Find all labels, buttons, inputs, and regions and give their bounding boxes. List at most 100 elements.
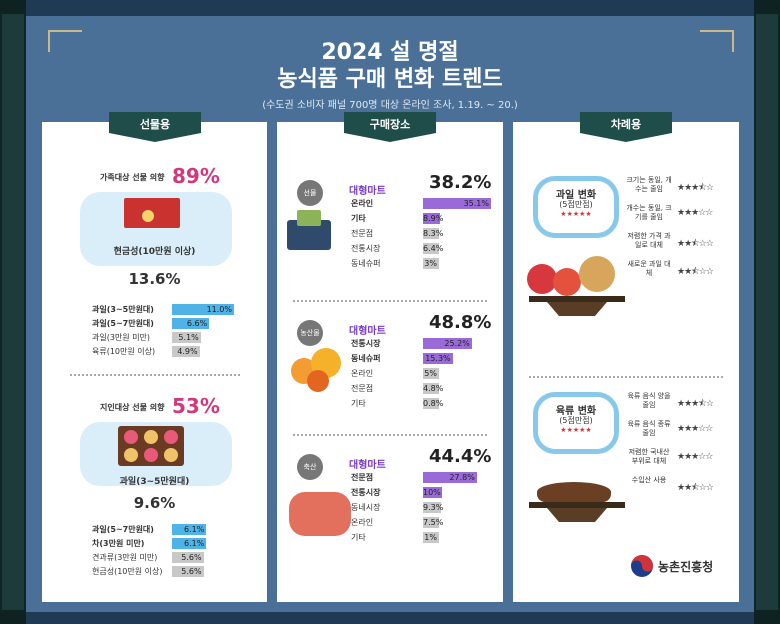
tag-badge [297, 320, 323, 346]
corner-ornament-left [48, 30, 82, 52]
top-place-label: 대형마트 [349, 186, 386, 197]
page-subtitle: (수도권 소비자 패널 700명 대상 온라인 조사, 1.19. ~ 20.) [262, 100, 518, 111]
bar-value: 10% [423, 488, 441, 497]
bar-label: 전통시장 [351, 339, 381, 348]
logo: 농촌진흥청 [630, 554, 740, 578]
bar [423, 368, 439, 379]
braised-meat-icon [537, 482, 611, 502]
bar [423, 228, 440, 239]
highlight-label: 과일(3~5만원대) [119, 477, 190, 487]
bar-value: 1% [424, 533, 437, 542]
bar [423, 213, 441, 224]
bar [172, 524, 207, 535]
bar-value: 5.6% [181, 553, 202, 562]
bar-label: 과일(5~7만원대) [92, 525, 154, 534]
bar [423, 398, 439, 409]
corner-ornament-right [700, 30, 734, 52]
bar-value: 6.1% [184, 525, 205, 534]
panel-ancestral-rite: 과일 변화 (5점만점) ★★★★★ 크기는 동일, 개수는 줄임 ★★★⯪☆ 개수는 동… [513, 122, 739, 602]
logo-text: 농촌진흥청 [658, 560, 714, 574]
section-divider [293, 300, 487, 302]
rating-label: 저렴한 가격 과일로 대체 [627, 232, 671, 249]
fruit-icon [124, 448, 138, 462]
top-place-value: 44.4% [429, 446, 492, 467]
section-divider [529, 376, 723, 378]
bar-value: 5.1% [178, 333, 199, 342]
rating-stars: ★★⯪☆☆ [677, 239, 714, 249]
rating-label: 개수는 동일, 크기를 줄임 [626, 204, 672, 221]
bar-value: 8.9% [423, 214, 444, 223]
header: 2024 설 명절 농식품 구매 변화 트렌드 (수도권 소비자 패널 700명… [26, 16, 754, 112]
bar [172, 318, 210, 329]
envelope-seal-icon [142, 210, 154, 222]
bar-value: 3% [424, 259, 437, 268]
group-stars: ★★★★★ [560, 210, 592, 218]
section-divider [70, 374, 240, 376]
bar-value: 11.0% [206, 305, 232, 314]
tag-label: 선물 [303, 189, 317, 197]
bar-value: 6.4% [423, 244, 444, 253]
section-value: 89% [172, 164, 220, 188]
tangerine-icon [307, 370, 329, 392]
bar-label: 육류(10만원 이상) [92, 347, 156, 356]
fruit-icon [164, 448, 178, 462]
rating-label: 육류 음식 양을 줄임 [627, 392, 671, 409]
bar-label: 과일(3만원 미만) [92, 333, 151, 342]
taegeuk-logo-icon [631, 555, 653, 577]
bar-label: 견과류(3만원 미만) [92, 553, 158, 562]
speech-bubble [533, 176, 619, 238]
bar [423, 472, 477, 483]
bar-value: 7.5% [423, 518, 444, 527]
bar-label: 과일(5~7만원대) [92, 319, 154, 328]
bar-label: 기타 [351, 214, 366, 223]
top-place-value: 38.2% [429, 172, 492, 193]
bar-label: 과일(3~5만원대) [92, 305, 154, 314]
bar-value: 27.8% [449, 473, 475, 482]
left-scroll-rod [0, 0, 26, 624]
bar-label: 차(3만원 미만) [92, 539, 145, 548]
top-place-label: 대형마트 [349, 326, 386, 337]
bar-label: 현금성(10만원 이상) [92, 567, 163, 576]
bar-value: 15.3% [425, 354, 451, 363]
bar [423, 517, 439, 528]
bar [423, 502, 442, 513]
group-sub: (5점만점) [559, 416, 593, 425]
rating-stars: ★★⯪☆☆ [677, 483, 714, 493]
fruit-icon [164, 430, 178, 444]
page-title-line2: 농식품 구매 변화 트렌드 [277, 67, 503, 92]
bar-value: 5% [424, 369, 437, 378]
bar [172, 346, 200, 357]
highlight-value: 13.6% [128, 270, 181, 288]
bar-value: 4.9% [177, 347, 198, 356]
bar-value: 35.1% [463, 199, 489, 208]
bar-label: 전문점 [351, 229, 374, 238]
fruit-icon [144, 430, 158, 444]
bar-label: 전문점 [351, 384, 374, 393]
section-label: 가족대상 선물 의향 [100, 173, 165, 182]
group-title: 육류 변화 [555, 406, 597, 417]
bar-label: 전통시장 [351, 244, 381, 253]
bar-value: 6.1% [184, 539, 205, 548]
highlight-value: 9.6% [133, 494, 176, 512]
pear-icon [579, 256, 615, 292]
highlight-label: 현금성(10만원 이상) [113, 247, 196, 257]
bar-value: 8.3% [423, 229, 444, 238]
section-value: 53% [172, 394, 220, 418]
bar-value: 0.8% [423, 399, 444, 408]
bar [423, 243, 439, 254]
rating-stars: ★★★⯪☆ [677, 183, 714, 193]
bar [172, 304, 234, 315]
bar-label: 기타 [351, 399, 366, 408]
group-title: 과일 변화 [555, 190, 597, 201]
rating-label: 수입산 사용 [631, 476, 667, 484]
meat-icon [289, 492, 351, 536]
tag-label: 축산 [303, 463, 317, 471]
tag-badge [297, 454, 323, 480]
rating-label: 저렴한 국내산 부위로 대체 [628, 448, 670, 465]
rating-label: 육류 음식 종류 줄임 [627, 420, 671, 437]
speech-bubble [533, 392, 619, 454]
bar-label: 온라인 [351, 369, 374, 378]
bar-value: 9.3% [423, 503, 444, 512]
bar-label: 동네슈퍼 [351, 259, 381, 268]
